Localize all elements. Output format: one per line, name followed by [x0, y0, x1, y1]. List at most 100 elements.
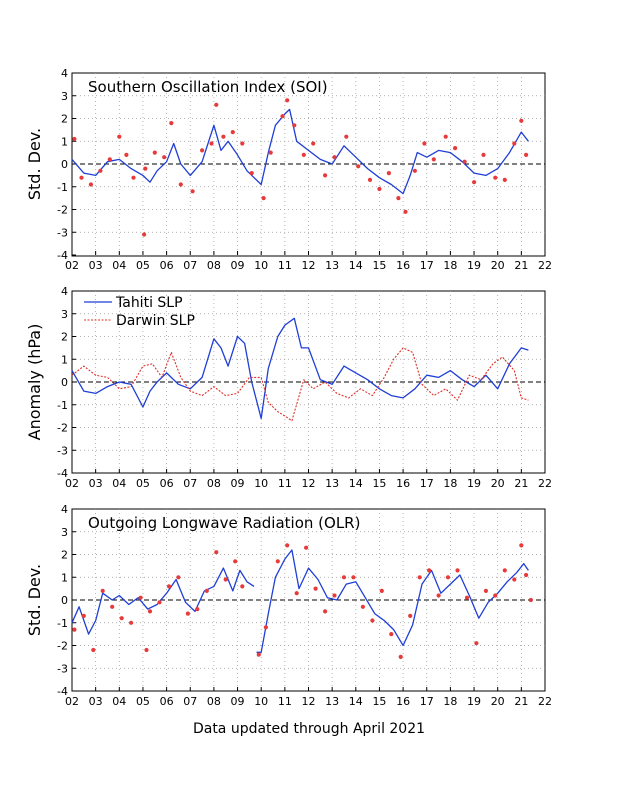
soi-data-point: [443, 134, 448, 139]
slp-x-tick-label: 02: [65, 477, 79, 490]
slp-x-tick-label: 05: [136, 477, 150, 490]
soi-data-point: [512, 141, 517, 146]
olr-data-point: [147, 609, 153, 614]
slp-x-tick-label: 20: [491, 477, 505, 490]
olr-data-point: [445, 575, 451, 580]
soi-x-tick-label: 21: [514, 259, 528, 272]
olr-x-tick-label: 04: [112, 695, 126, 708]
olr-x-tick-label: 05: [136, 695, 150, 708]
soi-data-point: [261, 196, 266, 201]
olr-data-point: [91, 647, 96, 653]
olr-data-point: [483, 588, 488, 594]
soi-x-tick-label: 22: [538, 259, 552, 272]
slp-x-tick-label: 21: [514, 477, 528, 490]
soi-data-point: [367, 177, 373, 182]
slp-x-tick-label: 16: [396, 477, 410, 490]
olr-x-tick-label: 12: [302, 695, 316, 708]
soi-data-point: [117, 134, 122, 139]
soi-data-point: [386, 171, 391, 176]
olr-data-point: [398, 654, 403, 660]
olr-data-point: [157, 600, 162, 605]
olr-series-line: [256, 549, 529, 653]
soi-y-tick-label: -1: [57, 181, 68, 194]
slp-y-axis-label: Anomaly (hPa): [25, 324, 44, 441]
soi-data-point: [131, 175, 136, 180]
soi-x-tick-label: 13: [325, 259, 339, 272]
soi-x-tick-label: 05: [136, 259, 150, 272]
olr-x-tick-label: 09: [231, 695, 245, 708]
soi-data-point: [453, 146, 458, 151]
soi-data-point: [472, 180, 477, 185]
soi-data-point: [169, 121, 174, 126]
olr-y-tick-label: -3: [57, 662, 68, 675]
olr-data-point: [332, 593, 337, 598]
olr-y-tick-label: 0: [61, 594, 68, 607]
soi-x-tick-label: 02: [65, 259, 79, 272]
soi-y-tick-label: -2: [57, 204, 68, 217]
soi-x-tick-label: 03: [89, 259, 103, 272]
slp-x-tick-label: 03: [89, 477, 103, 490]
soi-data-point: [412, 168, 417, 173]
soi-x-tick-label: 04: [112, 259, 126, 272]
slp-x-tick-label: 14: [349, 477, 363, 490]
olr-data-point: [436, 593, 441, 598]
olr-x-tick-label: 21: [514, 695, 528, 708]
olr-data-point: [240, 584, 245, 589]
soi-series: [71, 98, 529, 237]
olr-data-point: [176, 575, 181, 580]
soi-data-point: [230, 130, 235, 135]
olr-axes: 02 03 04 05 06 07 08 09 10 11 12 13 14 15 16 17 18 19 20 21…: [57, 503, 552, 708]
olr-data-point: [360, 604, 365, 609]
olr-data-point: [81, 613, 86, 619]
soi-data-point: [396, 196, 401, 201]
soi-data-point: [190, 189, 195, 194]
soi-data-point: [98, 168, 103, 173]
olr-x-tick-label: 20: [491, 695, 505, 708]
soi-chart-title: Southern Oscillation Index (SOI): [88, 78, 328, 96]
olr-y-tick-label: -4: [57, 685, 68, 698]
slp-y-tick-label: -2: [57, 422, 68, 435]
soi-x-tick-label: 06: [160, 259, 174, 272]
olr-x-tick-label: 16: [396, 695, 410, 708]
soi-data-point: [200, 148, 205, 153]
olr-data-point: [524, 572, 529, 578]
soi-data-point: [142, 232, 147, 237]
slp-x-tick-label: 17: [420, 477, 434, 490]
olr-x-tick-label: 10: [254, 695, 268, 708]
olr-x-tick-label: 02: [65, 695, 79, 708]
slp-y-tick-label: -4: [57, 467, 68, 480]
slp-x-tick-label: 11: [278, 477, 292, 490]
olr-data-point: [233, 559, 238, 564]
slp-y-tick-label: -3: [57, 444, 68, 457]
soi-data-point: [221, 134, 226, 139]
legend-tahiti-label: Tahiti SLP: [115, 295, 183, 311]
soi-data-point: [502, 177, 507, 182]
olr-data-point: [223, 577, 228, 582]
slp-axes: 02 03 04 05 06 07 08 09 10 11 12 13 14 15 16 17 18 19 20 21…: [57, 285, 552, 490]
soi-x-tick-label: 10: [254, 259, 268, 272]
slp-y-tick-label: 0: [61, 376, 68, 389]
olr-y-tick-label: 3: [61, 526, 68, 539]
olr-data-point: [275, 559, 280, 564]
olr-data-point: [313, 586, 318, 591]
soi-x-tick-label: 19: [467, 259, 481, 272]
slp-y-tick-label: 4: [61, 285, 68, 298]
soi-x-tick-label: 08: [207, 259, 221, 272]
olr-data-point: [129, 620, 134, 625]
olr-data-point: [323, 609, 328, 614]
soi-data-point: [377, 186, 382, 192]
olr-series: [71, 543, 533, 660]
soi-data-point: [524, 152, 529, 157]
slp-x-tick-label: 07: [183, 477, 197, 490]
olr-gridlines: [72, 509, 545, 691]
soi-data-point: [214, 102, 219, 107]
olr-data-point: [341, 575, 347, 580]
soi-data-point: [311, 141, 316, 146]
olr-y-tick-label: -2: [57, 640, 68, 653]
slp-y-tick-label: 2: [61, 331, 68, 344]
olr-x-tick-label: 11: [278, 695, 292, 708]
soi-data-point: [79, 175, 84, 180]
olr-data-point: [512, 577, 517, 582]
soi-data-point: [301, 152, 306, 157]
data-updated-footer: Data updated through April 2021: [193, 721, 425, 737]
